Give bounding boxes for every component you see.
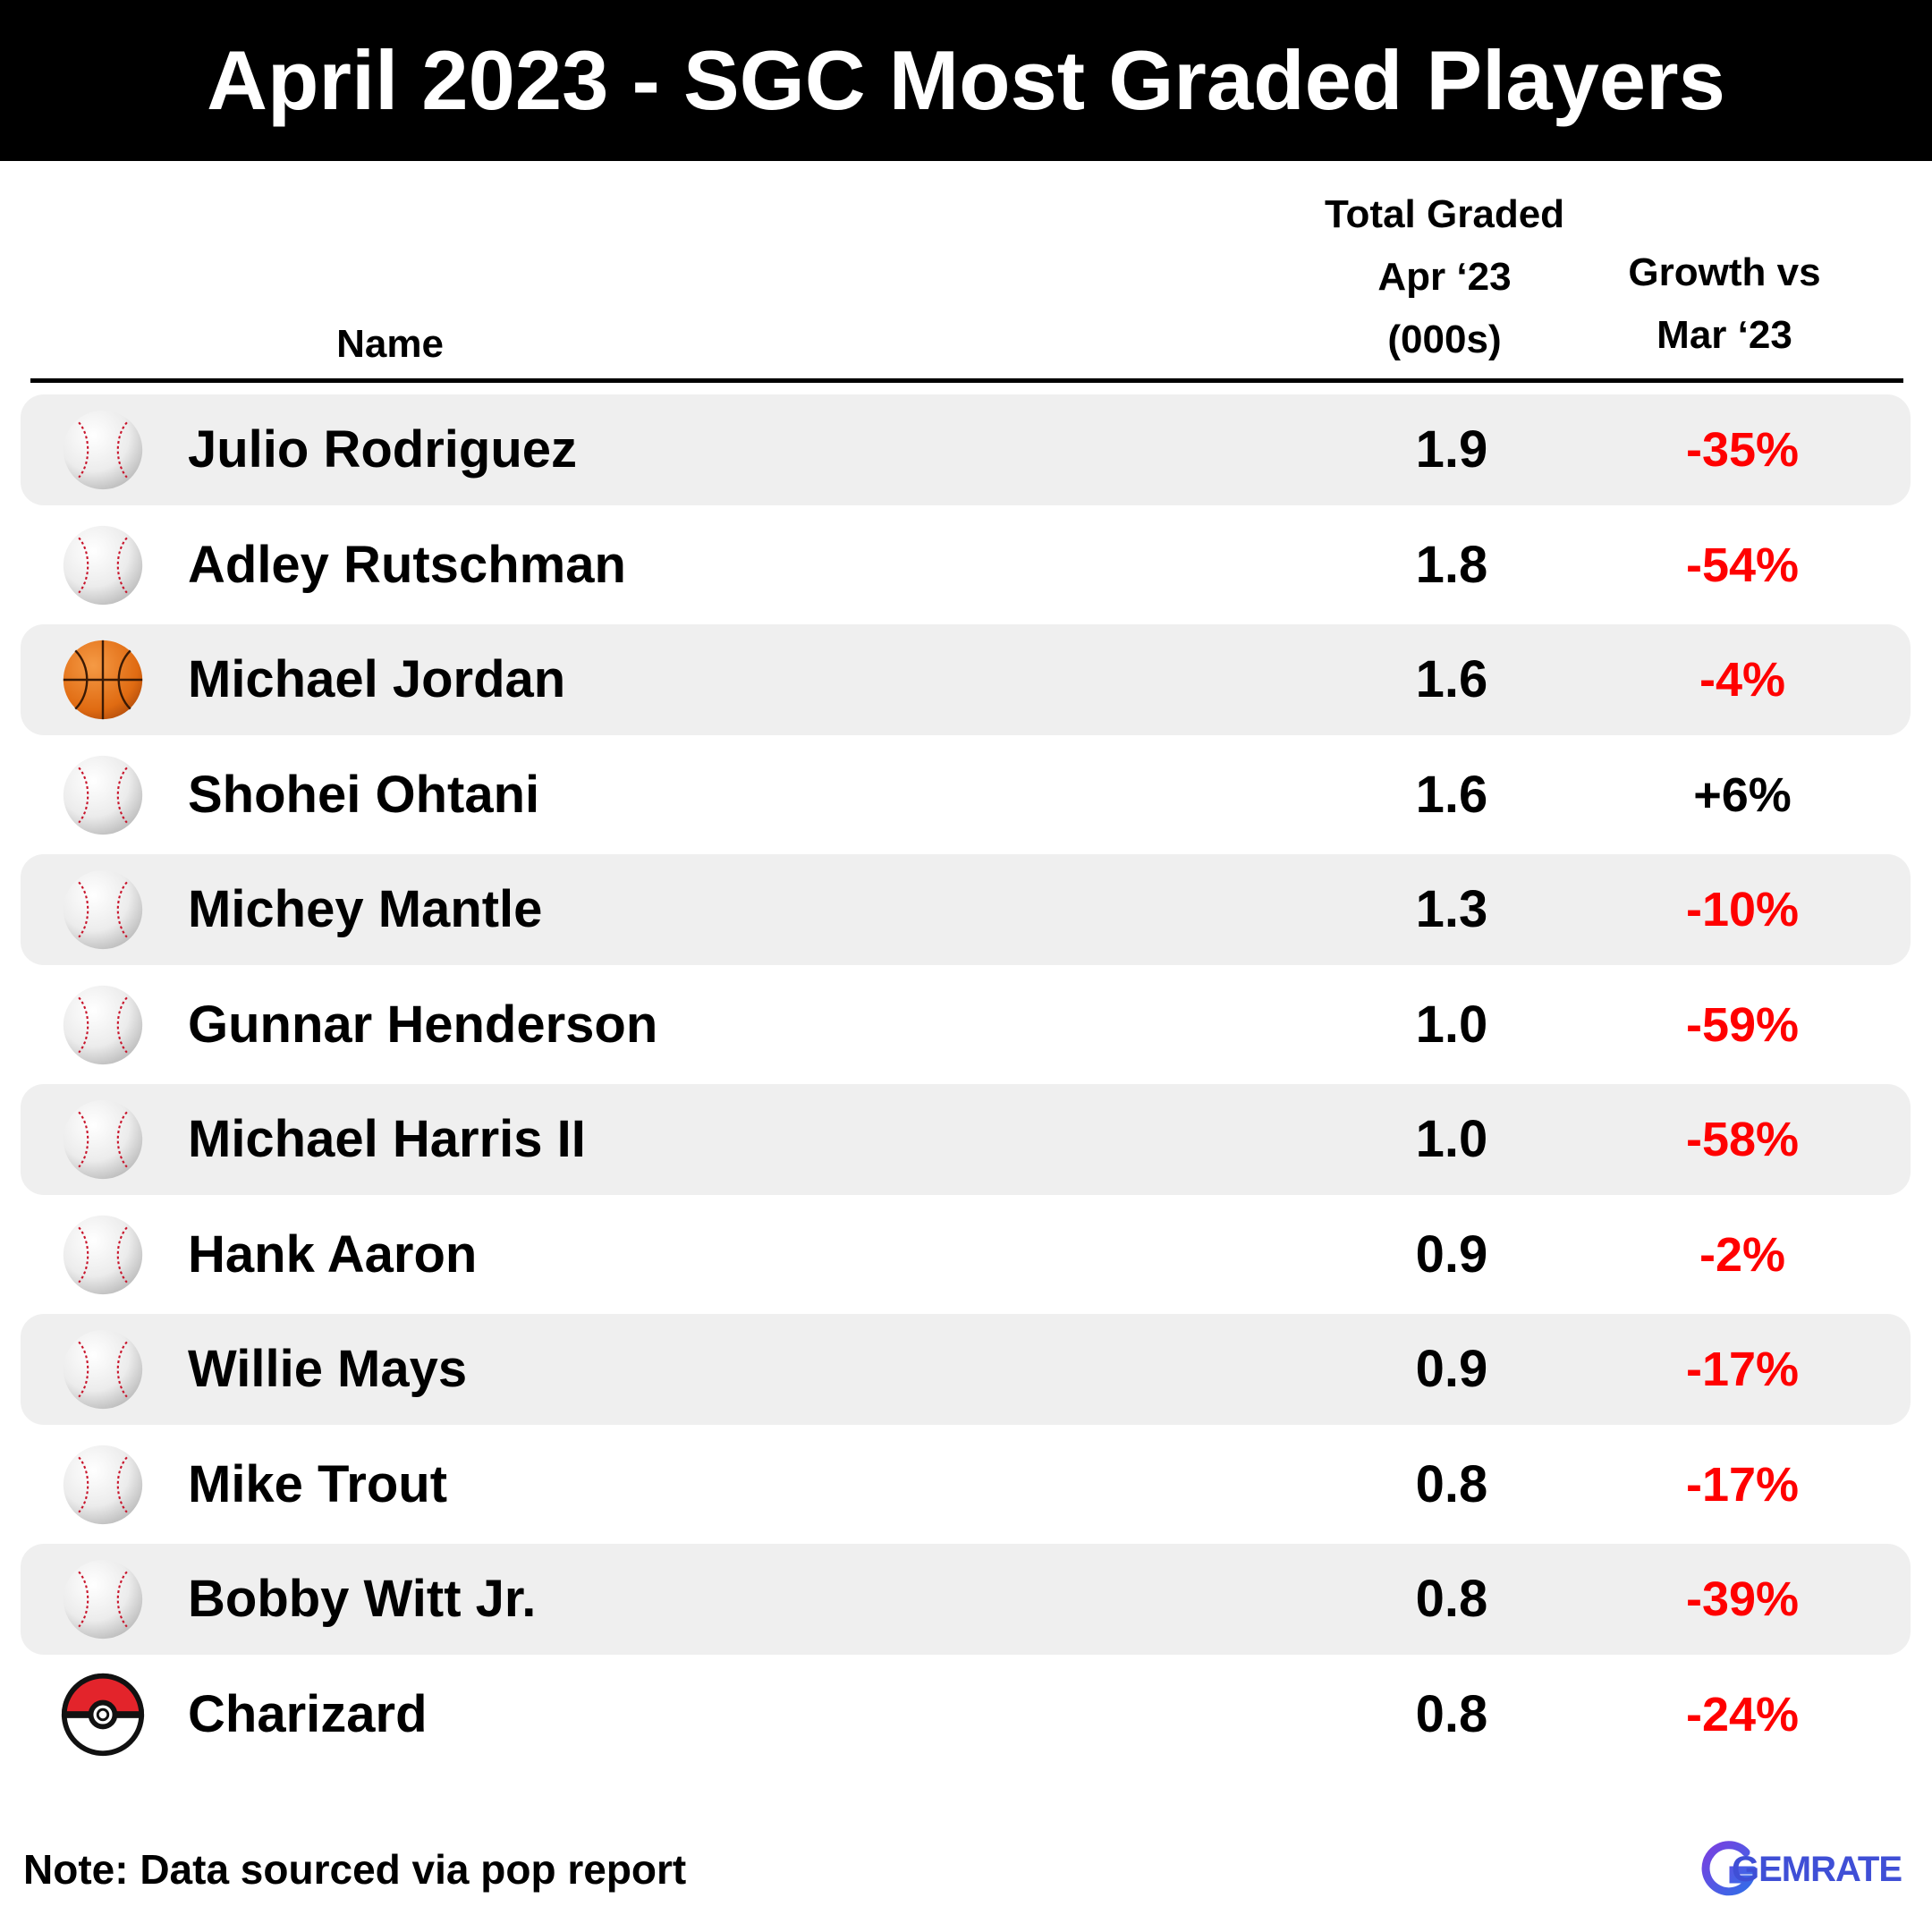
total-graded-value: 0.8 [1415,1570,1488,1628]
total-graded-value: 1.0 [1415,996,1488,1054]
player-name: Julio Rodriguez [188,420,577,479]
table-row: Mike Trout 0.8 -17% [21,1429,1911,1540]
pokeball-icon [60,1672,146,1758]
column-header-growth-line: Growth vs [1628,250,1821,294]
player-name: Gunnar Henderson [188,996,658,1054]
gemrate-logo: GEMRATE [1699,1835,1907,1903]
table-row: Shohei Ohtani 1.6 +6% [21,740,1911,851]
growth-value: -54% [1685,538,1800,592]
baseball-icon [60,1212,146,1298]
total-graded-value: 1.3 [1415,880,1488,938]
baseball-icon [60,407,146,493]
table-header: Name Total Graded Apr ‘23 (000s) Growth … [0,179,1932,380]
column-header-name-label: Name [336,322,444,366]
player-name: Willie Mays [188,1340,468,1398]
growth-value: +6% [1693,768,1792,822]
growth-value: -17% [1685,1343,1800,1396]
column-header-growth-line: Mar ‘23 [1657,313,1792,357]
table-row: Adley Rutschman 1.8 -54% [21,510,1911,621]
table-row: Gunnar Henderson 1.0 -59% [21,970,1911,1080]
total-graded-value: 1.0 [1415,1110,1488,1168]
growth-value: -24% [1685,1688,1800,1741]
player-name: Michael Jordan [188,650,566,708]
table-row: Michael Harris II 1.0 -58% [21,1084,1911,1195]
player-name: Mike Trout [188,1455,448,1513]
growth-value: -59% [1685,998,1800,1052]
title-bar: April 2023 - SGC Most Graded Players [0,0,1932,161]
table-row: Charizard 0.8 -24% [21,1659,1911,1770]
header-divider [30,378,1903,383]
player-name: Bobby Witt Jr. [188,1570,537,1628]
table-row: Michael Jordan 1.6 -4% [21,624,1911,735]
growth-value: -2% [1699,1228,1786,1282]
baseball-icon [60,1556,146,1642]
total-graded-value: 1.6 [1415,766,1488,824]
column-header-total-line: Total Graded [1324,192,1565,236]
table-row: Julio Rodriguez 1.9 -35% [21,394,1911,505]
total-graded-value: 0.9 [1415,1340,1488,1398]
page-title: April 2023 - SGC Most Graded Players [207,33,1725,127]
baseball-icon [60,752,146,838]
basketball-icon [60,637,146,723]
player-name: Michey Mantle [188,880,543,938]
total-graded-value: 0.8 [1415,1455,1488,1513]
baseball-icon [60,1326,146,1412]
table-row: Hank Aaron 0.9 -2% [21,1199,1911,1310]
player-name: Charizard [188,1685,428,1743]
total-graded-value: 0.9 [1415,1225,1488,1284]
total-graded-value: 1.6 [1415,650,1488,708]
column-header-total-line: Apr ‘23 [1377,255,1512,299]
table-row: Bobby Witt Jr. 0.8 -39% [21,1544,1911,1655]
baseball-icon [60,1097,146,1182]
total-graded-value: 0.8 [1415,1685,1488,1743]
column-header-name: Name [211,313,569,376]
growth-value: -35% [1685,423,1800,477]
growth-value: -39% [1685,1572,1800,1626]
player-name: Michael Harris II [188,1110,586,1168]
growth-value: -17% [1685,1458,1800,1512]
growth-value: -10% [1685,883,1800,936]
footer-note: Note: Data sourced via pop report [23,1846,687,1893]
baseball-icon [60,867,146,953]
growth-value: -4% [1699,653,1786,707]
player-name: Shohei Ohtani [188,766,540,824]
gemrate-logo-mark-icon [1701,1841,1758,1896]
baseball-icon [60,1442,146,1528]
baseball-icon [60,522,146,608]
column-header-total: Total Graded Apr ‘23 (000s) [1266,183,1623,371]
gemrate-logo-text: GEMRATE [1732,1849,1902,1889]
player-name: Adley Rutschman [188,536,626,594]
table-row: Willie Mays 0.9 -17% [21,1314,1911,1425]
table-row: Michey Mantle 1.3 -10% [21,854,1911,965]
total-graded-value: 1.8 [1415,536,1488,594]
column-header-total-line: (000s) [1387,318,1502,361]
total-graded-value: 1.9 [1415,420,1488,479]
baseball-icon [60,982,146,1068]
player-name: Hank Aaron [188,1225,478,1284]
column-header-growth: Growth vs Mar ‘23 [1546,242,1903,367]
growth-value: -58% [1685,1113,1800,1166]
